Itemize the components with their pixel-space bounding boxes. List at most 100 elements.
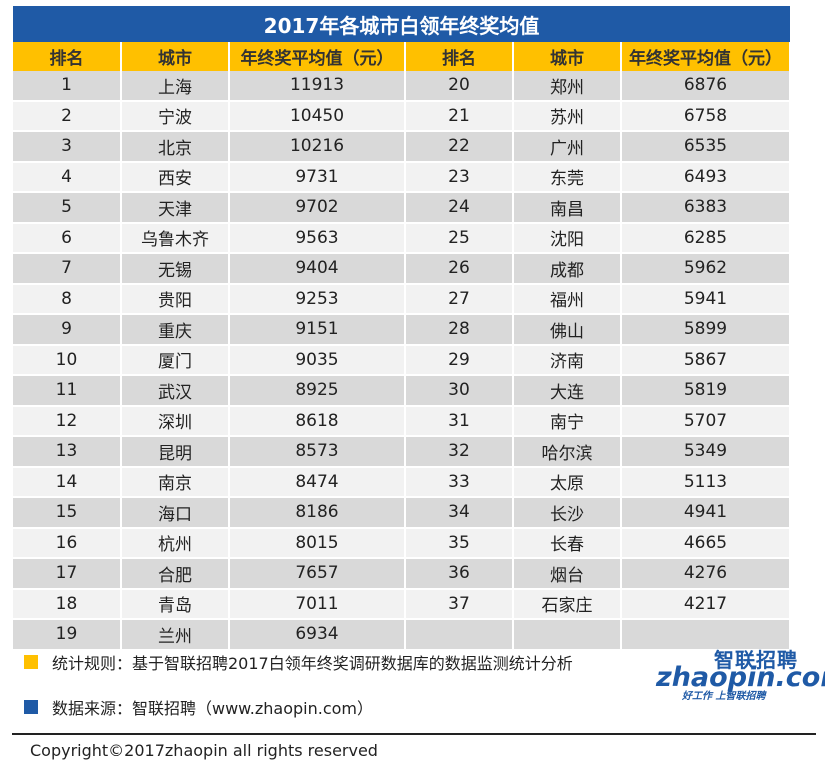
cell-city-right: 南昌 [513,192,622,224]
cell-rank-right: 24 [405,192,514,224]
table-row: 9 重庆 9151 28 佛山 5899 [13,314,791,346]
cell-bonus-right: 5819 [621,375,791,407]
cell-city-left: 天津 [121,192,230,224]
cell-rank-right: 34 [405,497,514,529]
table-row: 16 杭州 8015 35 长春 4665 [13,527,791,559]
cell-rank-left: 16 [13,527,122,559]
cell-city-right: 南宁 [513,405,622,437]
cell-rank-right: 36 [405,558,514,590]
cell-rank-left: 2 [13,100,122,132]
cell-bonus-right: 6876 [621,71,791,102]
cell-city-right: 哈尔滨 [513,436,622,468]
table-row: 3 北京 10216 22 广州 6535 [13,131,791,163]
table-row: 5 天津 9702 24 南昌 6383 [13,192,791,224]
table-row: 15 海口 8186 34 长沙 4941 [13,497,791,529]
cell-city-right: 长沙 [513,497,622,529]
cell-bonus-left: 7011 [229,588,406,620]
cell-bonus-right: 6535 [621,131,791,163]
cell-bonus-left: 9404 [229,253,406,285]
cell-bonus-left: 10450 [229,100,406,132]
table-row: 1 上海 11913 20 郑州 6876 [13,71,791,102]
cell-rank-right: 25 [405,222,514,254]
cell-bonus-right: 6285 [621,222,791,254]
statistics-rule-text: 统计规则：基于智联招聘2017白领年终奖调研数据库的数据监测统计分析 [52,654,573,673]
cell-rank-right: 37 [405,588,514,620]
data-source: 数据来源：智联招聘（www.zhaopin.com） [24,695,373,719]
cell-rank-left: 9 [13,314,122,346]
cell-city-right: 长春 [513,527,622,559]
cell-bonus-left: 8186 [229,497,406,529]
cell-rank-right: 23 [405,161,514,193]
cell-bonus-left: 6934 [229,619,406,651]
cell-bonus-right: 5962 [621,253,791,285]
cell-city-left: 合肥 [121,558,230,590]
cell-bonus-right: 5707 [621,405,791,437]
cell-city-left: 昆明 [121,436,230,468]
table-row: 19 兰州 6934 [13,619,791,651]
cell-rank-left: 19 [13,619,122,651]
table-row: 17 合肥 7657 36 烟台 4276 [13,558,791,590]
cell-rank-left: 6 [13,222,122,254]
footer-divider [12,733,816,735]
cell-bonus-right: 6758 [621,100,791,132]
header-rank-left: 排名 [13,42,122,71]
header-bonus-left: 年终奖平均值（元） [229,42,406,71]
cell-rank-left: 15 [13,497,122,529]
cell-rank-left: 4 [13,161,122,193]
cell-rank-left: 1 [13,71,122,102]
cell-city-left: 海口 [121,497,230,529]
cell-bonus-left: 8474 [229,466,406,498]
cell-rank-right: 35 [405,527,514,559]
cell-bonus-right: 5867 [621,344,791,376]
header-city-left: 城市 [121,42,230,71]
cell-city-right: 郑州 [513,71,622,102]
header-rank-right: 排名 [405,42,514,71]
cell-bonus-right: 5899 [621,314,791,346]
cell-city-right: 大连 [513,375,622,407]
zhaopin-logo: 智联招聘 zhaopin.com 好工作 上智联招聘 [652,644,825,704]
cell-rank-right: 22 [405,131,514,163]
cell-city-right: 沈阳 [513,222,622,254]
cell-bonus-left: 11913 [229,71,406,102]
cell-rank-right: 20 [405,71,514,102]
cell-rank-left: 13 [13,436,122,468]
cell-bonus-right: 4665 [621,527,791,559]
table-row: 10 厦门 9035 29 济南 5867 [13,344,791,376]
table-header-row: 排名 城市 年终奖平均值（元） 排名 城市 年终奖平均值（元） [13,42,791,71]
cell-city-right: 济南 [513,344,622,376]
cell-rank-left: 3 [13,131,122,163]
cell-rank-left: 11 [13,375,122,407]
cell-bonus-right: 4276 [621,558,791,590]
table-row: 18 青岛 7011 37 石家庄 4217 [13,588,791,620]
cell-rank-left: 18 [13,588,122,620]
header-bonus-right: 年终奖平均值（元） [621,42,791,71]
cell-bonus-left: 7657 [229,558,406,590]
city-bonus-table: 2017年各城市白领年终奖均值 排名 城市 年终奖平均值（元） 排名 城市 年终… [13,6,791,651]
logo-english-text: zhaopin.com [656,662,825,693]
table-row: 6 乌鲁木齐 9563 25 沈阳 6285 [13,222,791,254]
cell-rank-left: 17 [13,558,122,590]
cell-bonus-right: 6383 [621,192,791,224]
cell-city-left: 上海 [121,71,230,102]
table-row: 13 昆明 8573 32 哈尔滨 5349 [13,436,791,468]
logo-chinese-text: 智联招聘 [714,648,798,672]
cell-city-left: 青岛 [121,588,230,620]
cell-city-right: 烟台 [513,558,622,590]
cell-bonus-right: 5113 [621,466,791,498]
cell-bonus-right [621,619,791,651]
cell-rank-right: 26 [405,253,514,285]
table-row: 8 贵阳 9253 27 福州 5941 [13,283,791,315]
cell-rank-left: 14 [13,466,122,498]
table-row: 2 宁波 10450 21 苏州 6758 [13,100,791,132]
cell-rank-right: 29 [405,344,514,376]
cell-bonus-left: 9151 [229,314,406,346]
cell-city-left: 宁波 [121,100,230,132]
cell-rank-left: 12 [13,405,122,437]
cell-rank-right: 33 [405,466,514,498]
cell-rank-left: 8 [13,283,122,315]
cell-rank-left: 7 [13,253,122,285]
data-source-text: 数据来源：智联招聘（www.zhaopin.com） [52,699,374,718]
bonus-table: 排名 城市 年终奖平均值（元） 排名 城市 年终奖平均值（元） 1 上海 11913… [13,42,791,651]
cell-bonus-left: 10216 [229,131,406,163]
table-row: 11 武汉 8925 30 大连 5819 [13,375,791,407]
